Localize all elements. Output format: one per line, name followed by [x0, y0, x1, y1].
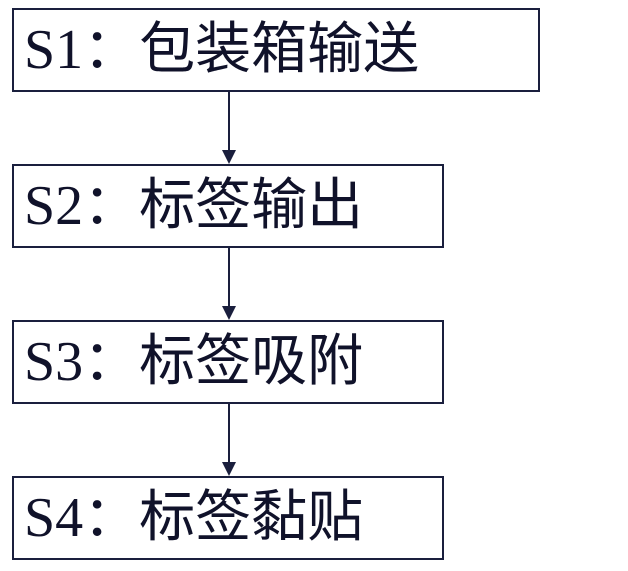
arrow-s1-s2	[228, 92, 230, 150]
step-s2: S2：标签输出	[12, 164, 444, 248]
arrow-head-s1-s2	[222, 150, 236, 164]
arrow-head-s3-s4	[222, 462, 236, 476]
step-s2-label: S2：标签输出	[24, 178, 363, 234]
flowchart-diagram: S1：包装箱输送 S2：标签输出 S3：标签吸附 S4：标签黏贴	[0, 0, 628, 571]
arrow-s2-s3	[228, 248, 230, 306]
arrow-head-s2-s3	[222, 306, 236, 320]
step-s1: S1：包装箱输送	[12, 8, 540, 92]
arrow-s3-s4	[228, 404, 230, 462]
step-s1-label: S1：包装箱输送	[24, 22, 419, 78]
step-s3: S3：标签吸附	[12, 320, 444, 404]
step-s4: S4：标签黏贴	[12, 476, 444, 560]
step-s3-label: S3：标签吸附	[24, 334, 363, 390]
step-s4-label: S4：标签黏贴	[24, 490, 363, 546]
